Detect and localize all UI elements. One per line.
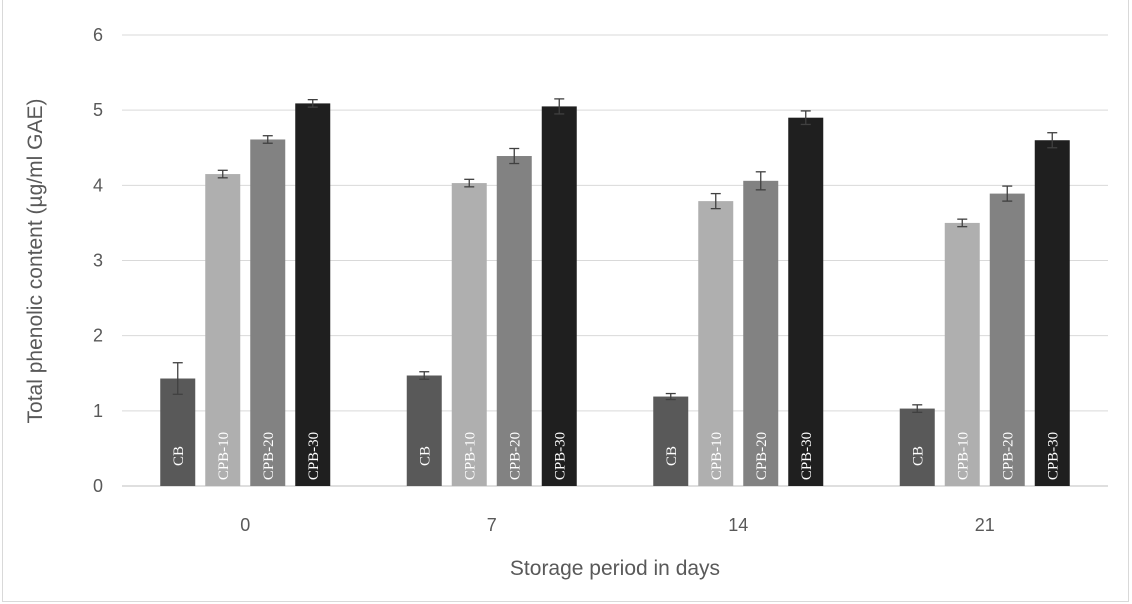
y-tick-label: 5	[93, 100, 103, 120]
gridlines	[122, 34, 1108, 487]
x-tick-label: 7	[487, 515, 497, 535]
bar-label: CPB-10	[709, 432, 725, 480]
bar-label: CPB-20	[507, 432, 523, 480]
y-tick-labels: 0 1 2 3 4 5 6	[93, 25, 103, 496]
bar-cpb-20-day-21	[989, 193, 1025, 486]
bar-label: CPB-30	[552, 432, 568, 480]
bar-label: CPB-20	[1000, 432, 1016, 480]
bar-label: CPB-30	[1045, 432, 1061, 480]
bar-label: CPB-30	[799, 432, 815, 480]
y-axis-title: Total phenolic content (µg/ml GAE)	[24, 99, 47, 424]
bar-label: CPB-30	[306, 432, 322, 480]
bar-label: CPB-20	[261, 432, 277, 480]
bar-label: CPB-10	[462, 432, 478, 480]
bar-cpb-20-day-14	[743, 180, 779, 486]
bar-label: CPB-20	[754, 432, 770, 480]
bar-label: CB	[910, 446, 926, 466]
bar-label: CB	[417, 446, 433, 466]
bar-cpb-30-day-21	[1034, 140, 1070, 486]
x-tick-labels: 0 7 14 21	[240, 515, 995, 535]
bar-cpb-10-day-0	[205, 174, 241, 486]
y-tick-label: 4	[93, 175, 103, 195]
y-tick-label: 2	[93, 326, 103, 346]
bar-cpb-20-day-7	[496, 156, 532, 487]
x-tick-label: 14	[728, 515, 748, 535]
bar-cb-day-7	[406, 375, 442, 486]
bar-cb-day-21	[899, 408, 935, 486]
bar-cpb-10-day-21	[944, 222, 980, 486]
y-tick-label: 0	[93, 476, 103, 496]
error-bars	[172, 98, 1058, 413]
y-tick-label: 3	[93, 251, 103, 271]
bar-label: CPB-10	[955, 432, 971, 480]
bar-cpb-10-day-7	[451, 183, 487, 486]
bar-label: CPB-10	[216, 432, 232, 480]
bar-cpb-10-day-14	[698, 201, 734, 486]
bar-cpb-20-day-0	[250, 139, 286, 486]
bar-cpb-30-day-7	[541, 106, 577, 487]
bar-cpb-30-day-0	[295, 103, 331, 486]
bar-label: CB	[171, 446, 187, 466]
x-tick-label: 21	[975, 515, 995, 535]
bar-cb-day-14	[653, 396, 689, 486]
bar-label: CB	[664, 446, 680, 466]
y-tick-label: 1	[93, 401, 103, 421]
y-tick-label: 6	[93, 25, 103, 45]
x-tick-label: 0	[240, 515, 250, 535]
bar-cpb-30-day-14	[788, 117, 824, 486]
x-axis-title: Storage period in days	[510, 557, 720, 580]
bars: CB CPB-10 CPB-20 CPB-30 CB CPB-10 CPB-20 CPB-30…	[160, 103, 1070, 487]
bar-cb-day-0	[160, 378, 196, 486]
